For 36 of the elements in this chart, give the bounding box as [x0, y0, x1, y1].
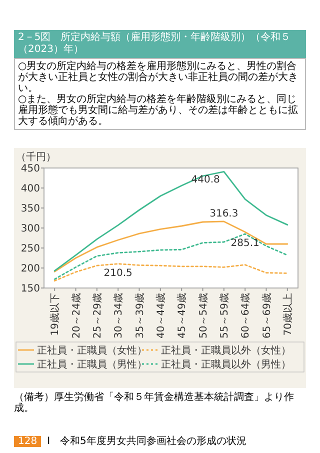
x-tick-label: 55～59歳: [218, 293, 230, 338]
text: Ⅰ 令和5年度男女共同参画社会の形成の状況: [47, 436, 246, 447]
legend-label: 正社員・正職員以外（男性）: [161, 358, 291, 370]
y-tick-label: 400: [20, 184, 40, 194]
data-label: 316.3: [210, 208, 238, 220]
x-tick-label: 25～29歳: [91, 293, 104, 338]
legend-label: 正社員・正職員以外（女性）: [161, 344, 291, 356]
legend-label: 正社員・正職員（女性）: [37, 344, 147, 356]
chart-title: 2－5図 所定内給与額（雇用形態別・年齢階級別）（令和５（2023）年）: [14, 30, 306, 58]
data-label: 285.1: [230, 238, 260, 249]
data-label: 440.8: [191, 174, 220, 186]
y-tick-label: 450: [20, 164, 40, 174]
text: ○また、男女の所定内給与の格差を年齢階級別にみると、同じ雇用形態でも男女間に給与差があり、その差は年齢とともに拡大する傾向がある。: [18, 94, 299, 127]
line-series: [54, 233, 288, 280]
x-tick-label: 45～49歳: [176, 293, 188, 338]
data-label: 210.5: [104, 268, 132, 279]
x-tick-label: 50～54歳: [197, 293, 210, 338]
chart-subtitle: ○男女の所定内給与の格差を雇用形態別にみると、男性の割合が大きい正社員と女性の割合が大きい非正社員の間の差が大きい。: [18, 61, 299, 94]
x-tick-label: 65～69歳: [260, 293, 273, 338]
x-tick-label: 19歳以下: [49, 293, 62, 336]
y-tick-label: 350: [20, 204, 40, 214]
text: （備考）厚生労働省「令和５年賃金構造基本統計調査」より作成。: [14, 392, 295, 414]
y-axis-title: （千円）: [16, 151, 56, 163]
x-tick-label: 30～34歳: [112, 293, 125, 338]
legend-label: 正社員・正職員（男性）: [37, 358, 147, 370]
y-tick-label: 200: [20, 264, 40, 274]
line-series: [54, 263, 288, 282]
y-tick-label: 150: [20, 284, 40, 294]
x-tick-label: 60～64歳: [240, 293, 252, 338]
x-tick-label: 70歳以上: [282, 293, 294, 336]
x-tick-label: 35～39歳: [134, 293, 146, 338]
text: 128: [14, 436, 42, 447]
x-tick-label: 40～44歳: [154, 293, 167, 338]
y-tick-label: 300: [20, 224, 40, 234]
y-tick-label: 250: [20, 244, 40, 254]
x-tick-label: 20～24歳: [70, 293, 82, 338]
